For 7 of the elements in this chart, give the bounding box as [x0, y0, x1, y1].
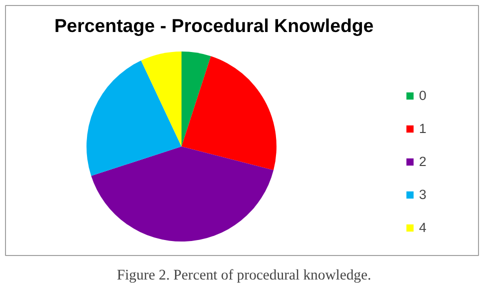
legend-label: 3	[419, 187, 428, 202]
chart-title: Percentage - Procedural Knowledge	[54, 15, 374, 36]
legend-label: 4	[419, 220, 428, 235]
legend-label: 2	[419, 154, 428, 169]
legend-label: 0	[419, 88, 428, 103]
caption: Figure 2. Percent of procedural knowledge.	[116, 268, 372, 284]
legend-label: 1	[419, 121, 428, 136]
